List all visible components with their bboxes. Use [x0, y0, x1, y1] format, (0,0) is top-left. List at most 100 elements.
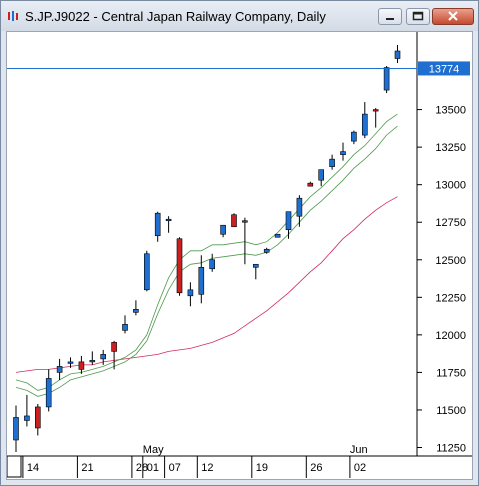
- corner-box[interactable]: [6, 455, 22, 478]
- window-title: S.JP.J9022 - Central Japan Railway Compa…: [25, 9, 326, 24]
- minimize-button[interactable]: [378, 8, 402, 25]
- y-tick-label: 11500: [436, 405, 466, 417]
- chart-app-icon: [8, 11, 18, 21]
- candle: [122, 315, 128, 334]
- candle: [111, 340, 117, 370]
- y-tick-label: 12500: [435, 255, 466, 267]
- minimize-icon: [386, 18, 394, 20]
- candle: [383, 66, 390, 94]
- candle: [285, 211, 292, 239]
- maximize-button[interactable]: [406, 8, 430, 25]
- y-tick-label: 12250: [435, 292, 466, 304]
- candle: [45, 369, 52, 412]
- candle-body: [133, 309, 139, 313]
- candle-body: [296, 197, 303, 217]
- candle-body: [394, 50, 401, 59]
- x-tick-label: 28: [136, 462, 148, 474]
- x-tick-label: 01: [147, 462, 159, 474]
- candle: [100, 349, 106, 365]
- candle-body: [307, 182, 314, 187]
- close-button[interactable]: [432, 8, 474, 25]
- candle-body: [318, 169, 325, 181]
- candle-body: [154, 212, 161, 237]
- last-price-label: 13774: [429, 63, 460, 75]
- candle: [394, 45, 401, 64]
- candle-body: [242, 220, 248, 223]
- candle-body: [24, 415, 30, 421]
- month-label: May: [143, 444, 164, 456]
- x-tick-label: 21: [81, 462, 93, 474]
- candle: [253, 263, 259, 280]
- candle-body: [361, 113, 368, 136]
- candle: [274, 233, 281, 238]
- candle-body: [122, 324, 128, 331]
- candle: [351, 130, 357, 145]
- candle: [176, 237, 183, 296]
- candle: [24, 394, 30, 427]
- candle: [78, 355, 85, 374]
- ma-long-line: [15, 196, 398, 373]
- candle-body: [351, 131, 357, 142]
- y-tick-label: 13250: [435, 142, 466, 154]
- candle: [307, 181, 314, 187]
- plot-border: [7, 32, 472, 457]
- candle: [231, 213, 237, 228]
- candle: [242, 217, 248, 265]
- candle-body: [165, 218, 172, 222]
- candle: [165, 216, 172, 233]
- maximize-icon: [412, 11, 424, 21]
- candle-body: [45, 378, 52, 408]
- candle-body: [67, 361, 74, 364]
- y-tick-label: 13000: [435, 180, 466, 192]
- candle: [133, 300, 139, 316]
- y-axis: 11250 11500 11750 12000 12250 12500 12750 13000…: [417, 105, 466, 454]
- candle: [220, 224, 226, 238]
- candle-body: [220, 224, 226, 235]
- candle-body: [176, 238, 183, 294]
- candle: [187, 282, 194, 307]
- candle-body: [100, 354, 106, 360]
- x-tick-label: 19: [256, 462, 268, 474]
- candle: [340, 142, 346, 161]
- month-label: Jun: [350, 444, 368, 456]
- ma-short-line: [15, 113, 398, 391]
- candlestick-chart[interactable]: 13774 11250 11500 11750 12000 12250 12500 1275…: [6, 32, 472, 479]
- x-tick-label: 12: [201, 462, 213, 474]
- last-price-marker: 13774: [7, 61, 470, 76]
- candle: [67, 357, 74, 368]
- candle: [89, 351, 96, 365]
- candle-body: [78, 361, 85, 370]
- candle-body: [89, 360, 96, 363]
- y-tick-label: 12750: [435, 217, 466, 229]
- candle: [329, 154, 335, 170]
- candle-body: [231, 214, 237, 228]
- candle-body: [274, 233, 281, 238]
- candle-body: [383, 67, 390, 91]
- x-tick-label: 07: [169, 462, 181, 474]
- candle-body: [111, 342, 117, 352]
- candle: [296, 195, 303, 227]
- title-bar[interactable]: S.JP.J9022 - Central Japan Railway Compa…: [1, 1, 478, 31]
- candle-body: [209, 259, 215, 270]
- x-tick-label: 14: [27, 462, 39, 474]
- candle-body: [372, 109, 379, 112]
- candle: [318, 169, 325, 187]
- close-icon: [448, 11, 458, 21]
- candles: [13, 45, 401, 452]
- candle-body: [198, 266, 205, 295]
- candle: [56, 358, 63, 380]
- moving-averages: [15, 113, 398, 397]
- x-tick-label: 02: [354, 462, 366, 474]
- candle-body: [263, 248, 270, 253]
- candle: [209, 253, 215, 272]
- candle: [144, 250, 150, 292]
- candle-body: [285, 211, 292, 231]
- candle: [263, 247, 270, 254]
- candle-body: [340, 151, 346, 155]
- chart-area[interactable]: 13774 11250 11500 11750 12000 12250 12500 1275…: [6, 31, 473, 480]
- x-tick-label: 26: [310, 462, 322, 474]
- candle-body: [34, 406, 41, 429]
- candle: [13, 405, 19, 452]
- candle: [361, 102, 368, 139]
